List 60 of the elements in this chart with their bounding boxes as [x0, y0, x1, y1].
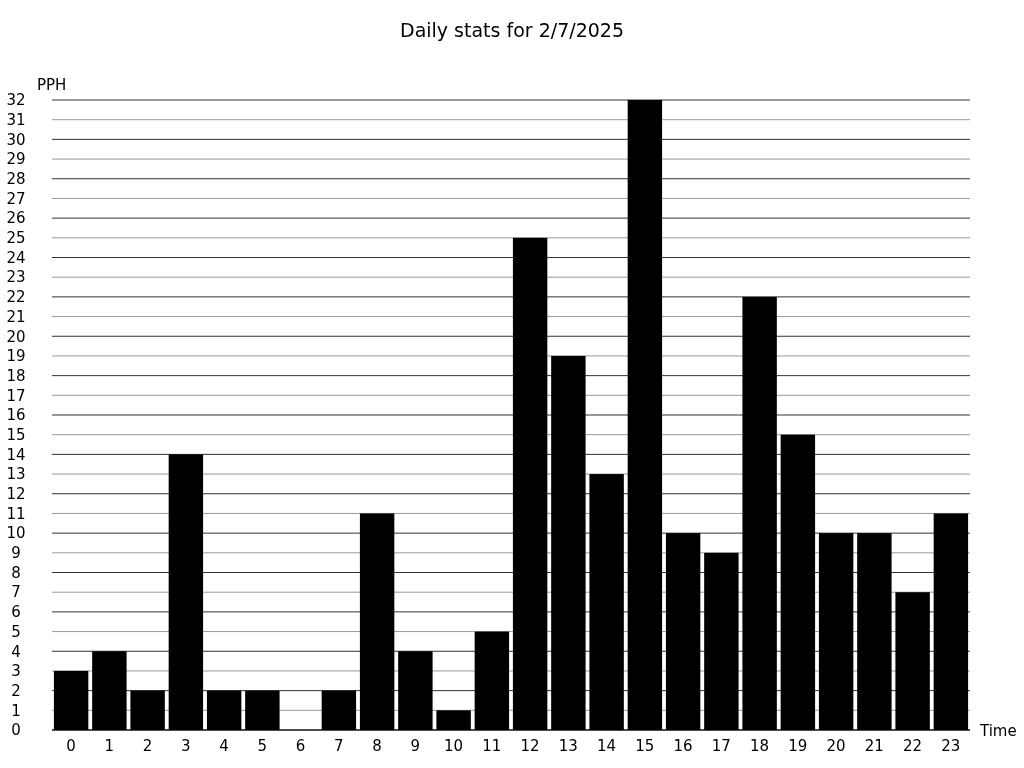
y-tick-label: 6: [11, 603, 21, 622]
y-tick-label: 15: [6, 425, 26, 444]
x-tick-label: 8: [372, 737, 382, 755]
y-tick-label: 26: [6, 209, 26, 228]
y-tick-label: 13: [6, 465, 26, 484]
y-tick-label: 22: [6, 288, 26, 307]
y-tick-label: 17: [6, 386, 26, 405]
x-tick-label: 7: [334, 737, 344, 755]
x-tick-label: 18: [750, 737, 770, 755]
y-tick-label: 30: [6, 130, 26, 149]
x-tick-label: 13: [558, 737, 578, 755]
x-tick-label: 0: [66, 737, 76, 755]
x-tick-label: 6: [295, 737, 306, 755]
y-tick-label: 12: [6, 485, 26, 503]
y-tick-label: 23: [6, 268, 26, 287]
y-tick-label: 1: [11, 701, 21, 720]
y-tick-label: 31: [6, 110, 26, 129]
y-tick-label: 0: [11, 721, 21, 740]
y-tick-label: 8: [11, 563, 21, 582]
y-tick-label: 7: [11, 583, 21, 602]
y-tick-label: 2: [11, 681, 21, 700]
y-tick-label: 10: [6, 524, 26, 543]
x-tick-label: 15: [635, 737, 655, 755]
y-tick-label: 3: [11, 662, 21, 681]
y-tick-label: 28: [6, 170, 26, 188]
x-tick-label: 10: [444, 737, 464, 755]
y-tick-label: 29: [6, 150, 26, 169]
y-tick-label: 14: [6, 445, 26, 464]
x-tick-label: 5: [257, 737, 268, 755]
y-tick-label: 18: [6, 366, 26, 385]
y-tick-label: 21: [6, 307, 26, 326]
x-axis-title: Time: [979, 722, 1017, 740]
y-tick-label: 25: [6, 229, 26, 248]
x-tick-label: 11: [482, 737, 502, 755]
chart-title: Daily stats for 2/7/2025: [400, 19, 624, 41]
y-tick-label: 4: [11, 642, 21, 661]
x-tick-label: 1: [104, 737, 115, 755]
y-tick-label: 27: [6, 189, 26, 208]
y-tick-label: 5: [11, 622, 21, 641]
x-tick-label: 22: [903, 737, 923, 755]
x-tick-label: 9: [410, 737, 421, 755]
y-tick-label: 24: [6, 248, 26, 267]
y-tick-label: 16: [6, 406, 26, 425]
x-tick-label: 19: [788, 737, 808, 755]
y-tick-label: 9: [11, 544, 21, 563]
x-tick-label: 3: [181, 737, 191, 755]
x-tick-label: 20: [826, 737, 846, 755]
y-axis-title: PPH: [37, 76, 67, 94]
x-tick-label: 2: [142, 737, 153, 755]
y-tick-label: 19: [6, 347, 26, 366]
y-tick-label: 20: [6, 327, 26, 346]
x-tick-label: 16: [673, 737, 693, 755]
x-tick-label: 14: [597, 737, 617, 755]
x-tick-label: 21: [864, 737, 884, 755]
y-tick-label: 11: [6, 504, 26, 523]
x-tick-label: 4: [219, 737, 229, 755]
x-tick-label: 17: [711, 737, 731, 755]
x-tick-label: 23: [941, 737, 961, 755]
x-tick-label: 12: [520, 737, 540, 755]
y-tick-label: 32: [6, 91, 26, 110]
